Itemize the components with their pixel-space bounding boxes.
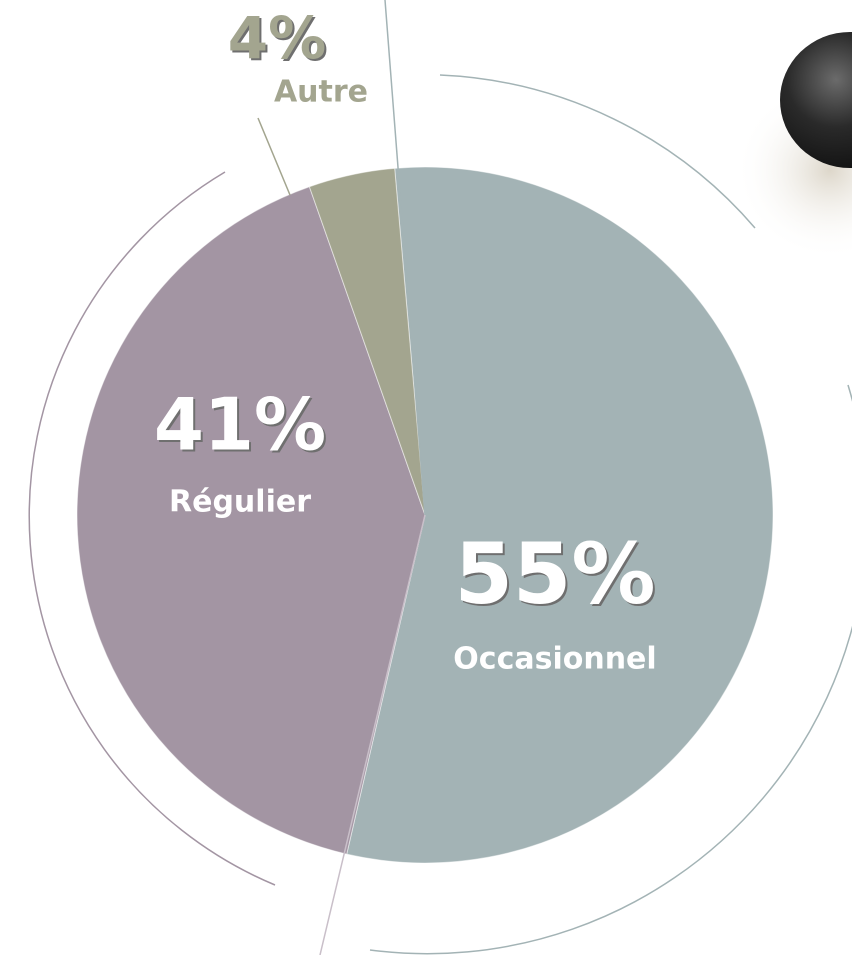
chart: 55% Occasionnel 41% Régulier 4%Autre bbox=[0, 0, 852, 955]
category-label: Occasionnel bbox=[453, 642, 656, 677]
category-label: Autre bbox=[274, 75, 368, 110]
value-label: 4% bbox=[228, 4, 326, 72]
value-label: 55% bbox=[454, 525, 655, 623]
value-label: 41% bbox=[154, 383, 326, 467]
category-label: Régulier bbox=[169, 485, 311, 520]
page: {"chart_data": {"type": "pie", "categori… bbox=[0, 0, 852, 955]
leader-line bbox=[258, 118, 290, 195]
